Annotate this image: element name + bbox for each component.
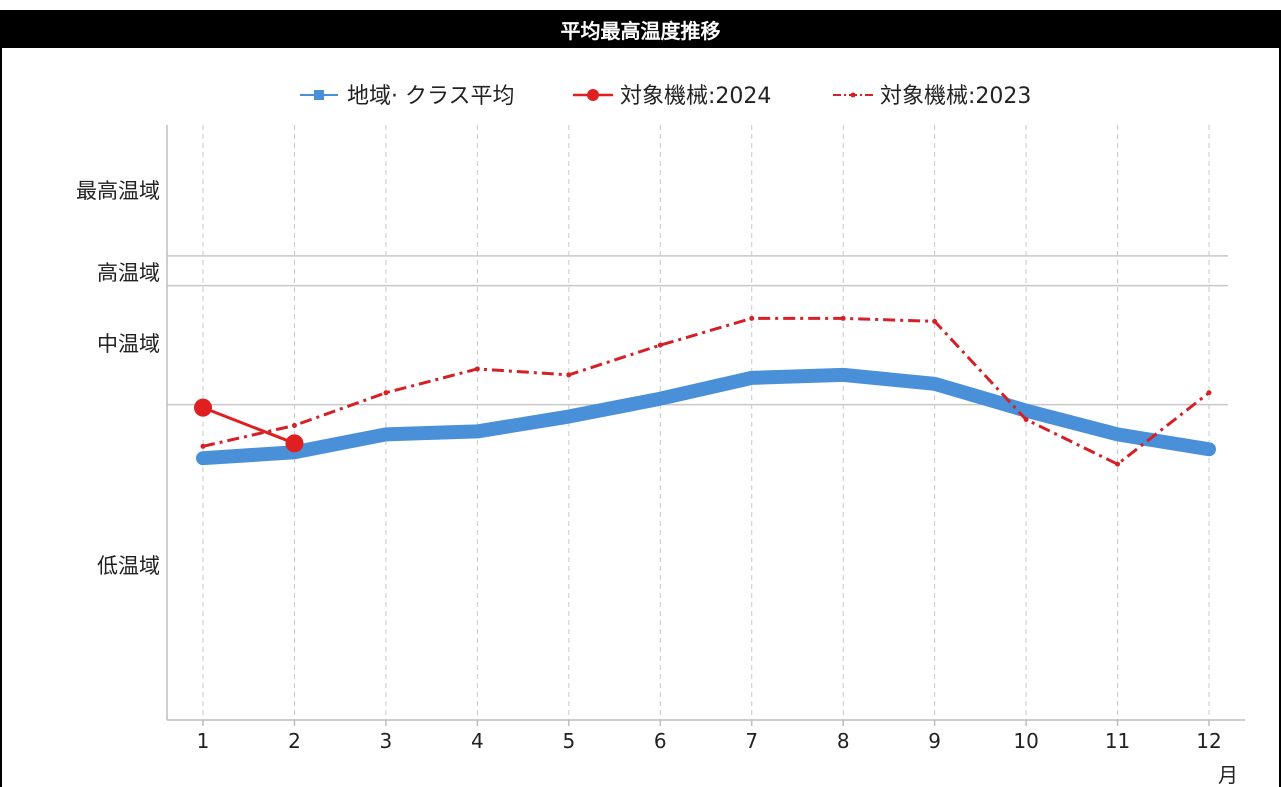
series-point-2023 xyxy=(1115,461,1121,467)
legend: 地域· クラス平均 対象機械:2024 対象機械:2023 xyxy=(300,84,1031,109)
series-point-2023 xyxy=(566,372,572,378)
legend-label: 対象機械:2023 xyxy=(880,84,1031,109)
legend-swatch-circle xyxy=(587,89,599,101)
x-tick-label: 3 xyxy=(380,729,393,753)
grid xyxy=(167,125,1228,720)
y-band-label: 中温域 xyxy=(97,332,160,356)
series-point-2024 xyxy=(285,434,304,453)
legend-label: 地域· クラス平均 xyxy=(347,84,515,109)
series-point-2023 xyxy=(1206,390,1212,396)
legend-swatch-dot xyxy=(850,92,856,98)
x-tick-label: 9 xyxy=(928,729,941,753)
series-point-2024 xyxy=(194,398,212,417)
series-point-2023 xyxy=(1023,417,1029,423)
axes xyxy=(166,125,1245,726)
x-tick-label: 2 xyxy=(288,729,301,753)
x-axis-label: 月 xyxy=(1218,763,1238,787)
series-point-2023 xyxy=(657,342,663,348)
series-line-2024 xyxy=(202,406,296,445)
series-point-2023 xyxy=(200,443,206,449)
legend-label: 対象機械:2024 xyxy=(620,84,771,109)
x-tick-label: 10 xyxy=(1013,729,1038,753)
series-line-2023 xyxy=(202,316,1210,466)
legend-swatch-square xyxy=(314,90,324,100)
series-point-2023 xyxy=(840,315,846,321)
series-point-2023 xyxy=(474,366,480,372)
chart-title: 平均最高温度推移 xyxy=(2,10,1279,48)
chart-frame: 平均最高温度推移 xyxy=(0,10,1281,787)
x-tick-label: 7 xyxy=(745,729,758,753)
y-band-label: 高温域 xyxy=(97,261,160,285)
x-tick-labels: 1 2 3 4 5 6 7 8 9 10 11 12月 xyxy=(197,729,1238,787)
x-tick-label: 12 xyxy=(1196,729,1221,753)
x-tick-label: 8 xyxy=(837,729,850,753)
x-tick-label: 4 xyxy=(471,729,484,753)
series-line-regional-average xyxy=(196,367,1216,466)
x-tick-label: 6 xyxy=(654,729,667,753)
y-band-label: 最高温域 xyxy=(76,179,160,203)
x-tick-label: 5 xyxy=(562,729,575,753)
legend-item: 対象機械:2024 xyxy=(573,84,771,109)
legend-item: 地域· クラス平均 xyxy=(300,84,515,109)
series-point-2023 xyxy=(383,390,389,396)
x-tick-label: 1 xyxy=(197,729,210,753)
series-point-2023 xyxy=(749,315,755,321)
series-point-2023 xyxy=(291,422,297,428)
legend-item: 対象機械:2023 xyxy=(833,84,1031,109)
series-point-2023 xyxy=(932,318,938,324)
series-layer xyxy=(194,315,1216,467)
y-band-label: 低温域 xyxy=(97,554,160,578)
x-tick-label: 11 xyxy=(1105,729,1130,753)
